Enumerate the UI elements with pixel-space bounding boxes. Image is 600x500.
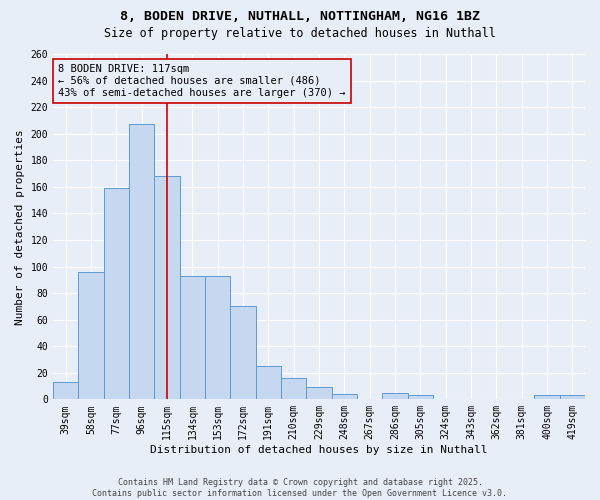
Bar bbox=[407, 396, 433, 400]
Text: Size of property relative to detached houses in Nuthall: Size of property relative to detached ho… bbox=[104, 28, 496, 40]
Bar bbox=[53, 382, 79, 400]
Bar bbox=[129, 124, 154, 400]
Bar bbox=[179, 276, 205, 400]
Text: Contains HM Land Registry data © Crown copyright and database right 2025.
Contai: Contains HM Land Registry data © Crown c… bbox=[92, 478, 508, 498]
Bar bbox=[230, 306, 256, 400]
Bar bbox=[104, 188, 129, 400]
Bar bbox=[560, 396, 585, 400]
Bar bbox=[205, 276, 230, 400]
Bar bbox=[281, 378, 307, 400]
Bar bbox=[382, 392, 407, 400]
Y-axis label: Number of detached properties: Number of detached properties bbox=[15, 129, 25, 324]
Bar bbox=[154, 176, 179, 400]
X-axis label: Distribution of detached houses by size in Nuthall: Distribution of detached houses by size … bbox=[150, 445, 488, 455]
Text: 8, BODEN DRIVE, NUTHALL, NOTTINGHAM, NG16 1BZ: 8, BODEN DRIVE, NUTHALL, NOTTINGHAM, NG1… bbox=[120, 10, 480, 23]
Bar bbox=[535, 396, 560, 400]
Bar bbox=[307, 388, 332, 400]
Text: 8 BODEN DRIVE: 117sqm
← 56% of detached houses are smaller (486)
43% of semi-det: 8 BODEN DRIVE: 117sqm ← 56% of detached … bbox=[58, 64, 346, 98]
Bar bbox=[256, 366, 281, 400]
Bar bbox=[79, 272, 104, 400]
Bar bbox=[332, 394, 357, 400]
